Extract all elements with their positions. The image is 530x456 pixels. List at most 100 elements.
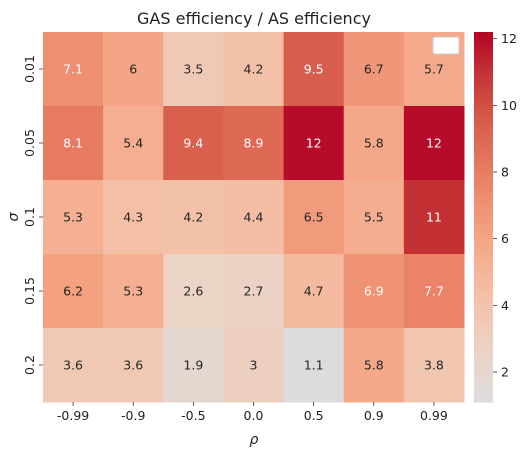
colorbar-segment	[474, 324, 493, 329]
colorbar-segment	[474, 139, 493, 144]
colorbar-segment	[474, 94, 493, 100]
heatmap-cell	[343, 106, 405, 181]
colorbar-segment	[474, 365, 493, 370]
colorbar-segment	[474, 57, 493, 63]
colorbar-segment	[474, 76, 493, 81]
heatmap-cell	[43, 180, 104, 255]
cell-value-label: 6.7	[364, 62, 384, 77]
colorbar-segment	[474, 261, 493, 266]
colorbar-segment	[474, 339, 493, 344]
heatmap-cell	[283, 328, 345, 403]
colorbar-segment	[474, 150, 493, 155]
heatmap-cell	[223, 106, 285, 181]
colorbar-segment	[474, 298, 493, 303]
colorbar-segment	[474, 213, 493, 218]
heatmap-cell	[163, 328, 224, 403]
cell-value-label: 11	[426, 210, 442, 225]
heatmap-cell	[403, 180, 465, 255]
colorbar-segment	[474, 246, 493, 251]
colorbar-segment	[474, 302, 493, 307]
cell-value-label: 6	[129, 62, 137, 77]
colorbar-segment	[474, 331, 493, 336]
heatmap-cell	[343, 254, 405, 329]
colorbar-segment	[474, 43, 493, 48]
colorbar-segment	[474, 239, 493, 244]
colorbar-segment	[474, 372, 493, 377]
colorbar-segment	[474, 228, 493, 233]
cell-value-label: 6.9	[364, 284, 384, 299]
heatmap-cell	[223, 32, 285, 107]
colorbar-ticks: 2 4 6 8 10 12	[493, 31, 517, 380]
colorbar-segment	[474, 91, 493, 96]
colorbar-segment	[474, 254, 493, 259]
heatmap-cell	[223, 328, 285, 403]
colorbar-segment	[474, 265, 493, 270]
colorbar-segment	[474, 346, 493, 351]
colorbar-segment	[474, 120, 493, 126]
colorbar-segment	[474, 69, 493, 74]
colorbar-segment	[474, 143, 493, 148]
cell-value-label: 5.8	[364, 358, 384, 373]
colorbar-segment	[474, 361, 493, 366]
colorbar-segment	[474, 117, 493, 122]
colorbar-tick-label: 6	[501, 231, 509, 246]
colorbar-segment	[474, 32, 493, 37]
chart-title: GAS efficiency / AS efficiency	[137, 9, 371, 28]
colorbar-tick-label: 4	[501, 298, 509, 313]
x-tick-label: -0.99	[57, 408, 89, 423]
colorbar-segment	[474, 309, 493, 314]
heatmap-cells	[43, 32, 465, 403]
heatmap-cell	[163, 254, 224, 329]
heatmap-cell	[103, 106, 164, 181]
colorbar-segment	[474, 383, 493, 388]
colorbar-segment	[474, 342, 493, 348]
colorbar-segment	[474, 72, 493, 77]
heatmap-cell	[43, 328, 104, 403]
cell-value-label: 3.6	[63, 358, 83, 373]
cell-value-label: 4.2	[183, 210, 203, 225]
colorbar-segment	[474, 231, 493, 237]
heatmap-cell	[103, 180, 164, 255]
cell-value-label: 2.6	[183, 284, 203, 299]
cell-value-label: 4.2	[244, 62, 264, 77]
colorbar-segment	[474, 279, 493, 285]
cell-value-label: 5.3	[63, 210, 83, 225]
cell-value-label: 12	[306, 136, 322, 151]
colorbar-segment	[474, 54, 493, 59]
colorbar-segment	[474, 376, 493, 381]
colorbar-segment	[474, 165, 493, 170]
cell-value-label: 5.4	[123, 136, 143, 151]
colorbar-segment	[474, 313, 493, 318]
colorbar-tick-label: 8	[501, 165, 509, 180]
colorbar-segment	[474, 357, 493, 362]
cell-value-label: 8.9	[244, 136, 264, 151]
colorbar-segment	[474, 353, 493, 359]
heatmap-cell	[163, 180, 224, 255]
colorbar-segment	[474, 398, 493, 403]
cell-value-label: 6.2	[63, 284, 83, 299]
heatmap-cell	[163, 106, 224, 181]
colorbar-segment	[474, 113, 493, 118]
heatmap-cell	[43, 106, 104, 181]
colorbar-segment	[474, 350, 493, 355]
colorbar-segment	[474, 183, 493, 188]
cell-value-label: 5.3	[123, 284, 143, 299]
colorbar-segment	[474, 294, 493, 299]
cell-value-label: 1.1	[304, 358, 324, 373]
x-tick-label: -0.9	[121, 408, 145, 423]
x-tick-label: 0.9	[364, 408, 384, 423]
legend-box	[432, 36, 460, 55]
colorbar-segment	[474, 198, 493, 203]
colorbar-segment	[474, 368, 493, 373]
x-axis-label: ρ	[250, 432, 259, 448]
x-tick-label: -0.5	[181, 408, 205, 423]
heatmap-cell	[403, 254, 465, 329]
heatmap-cell	[103, 32, 164, 107]
colorbar-segment	[474, 220, 493, 225]
heatmap-cell	[283, 32, 345, 107]
colorbar-segment	[474, 390, 493, 396]
heatmap-cell	[223, 254, 285, 329]
colorbar-segment	[474, 87, 493, 92]
colorbar-segment	[474, 172, 493, 177]
heatmap-cell	[163, 32, 224, 107]
